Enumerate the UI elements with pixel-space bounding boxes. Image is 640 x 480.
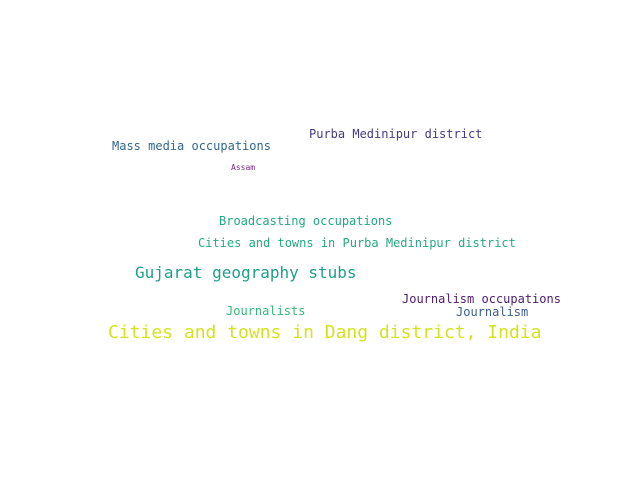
word-journalists: Journalists [226,304,306,318]
word-purba-medinipur-district: Purba Medinipur district [309,127,483,141]
word-gujarat-geography-stubs: Gujarat geography stubs [135,263,357,282]
word-mass-media-occupations: Mass media occupations [112,139,271,153]
word-cities-towns-dang-district: Cities and towns in Dang district, India [108,322,542,343]
word-journalism: Journalism [456,305,529,319]
word-cities-towns-purba-medinipur: Cities and towns in Purba Medinipur dist… [198,236,516,250]
word-broadcasting-occupations: Broadcasting occupations [219,214,393,228]
word-assam: Assam [231,163,256,172]
word-journalism-occupations: Journalism occupations [402,292,561,306]
